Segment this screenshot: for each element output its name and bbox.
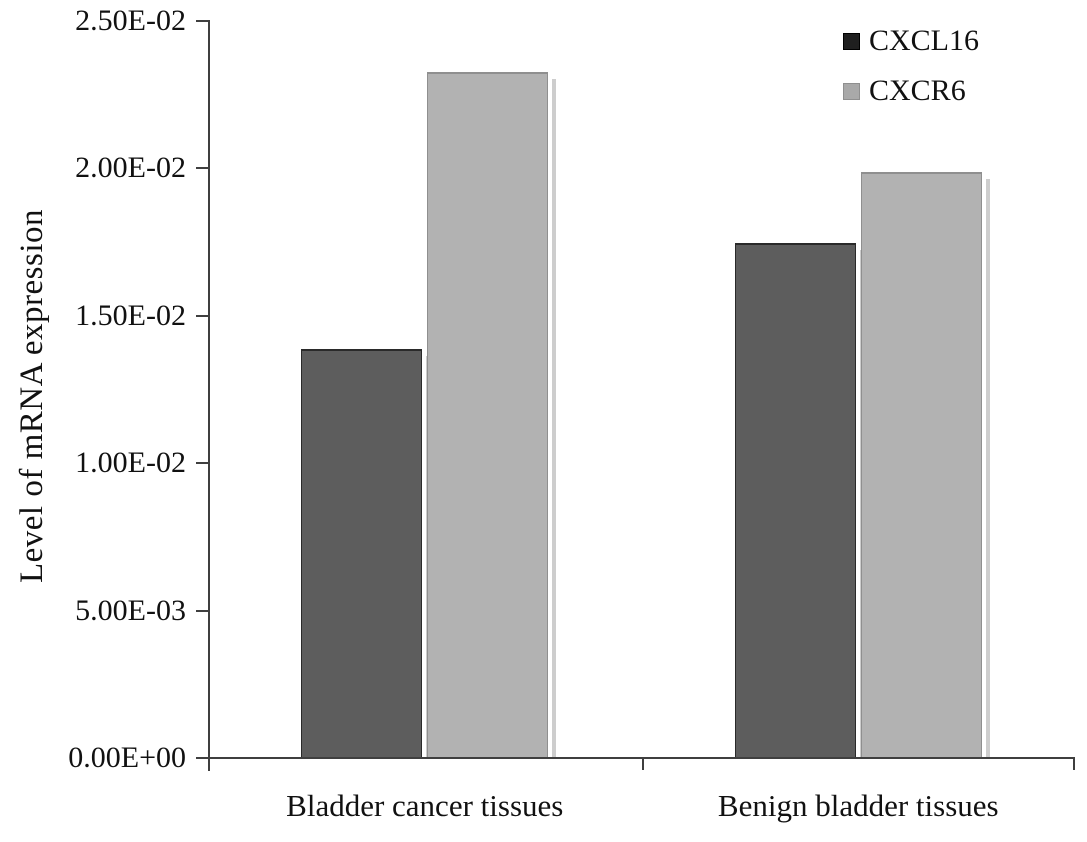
y-tick-label: 5.00E-03 [75,593,186,627]
y-tick-label: 1.00E-02 [75,446,186,480]
legend-label-cxcl16: CXCL16 [869,24,980,57]
x-axis-line [208,757,1075,759]
bar-cxcr6-bladder-cancer-tissues [427,72,557,759]
legend-item-cxcl16: CXCL16 [843,24,979,58]
category-label-benign-bladder-tissues: Benign bladder tissues [717,788,999,823]
y-tick-mark [196,314,208,317]
y-tick-mark [196,462,208,465]
y-tick-mark [196,609,208,612]
bar-cxcl16-benign-bladder-tissues [734,243,864,759]
y-tick-label: 2.00E-02 [75,151,186,185]
y-tick-label: 0.00E+00 [68,741,186,774]
legend-label-cxcr6: CXCR6 [869,74,966,107]
legend-swatch-cxcl16 [843,32,860,50]
x-tick-mark [1073,758,1075,770]
legend-swatch-cxcr6 [843,82,860,100]
y-tick-label: 1.50E-02 [75,298,186,332]
bar-cxcl16-bladder-cancer-tissues [301,349,431,759]
bar-cxcr6-benign-bladder-tissues [860,172,990,759]
y-tick-mark [196,167,208,170]
category-label-bladder-cancer-tissues: Bladder cancer tissues [286,788,564,823]
legend: CXCL16 CXCR6 [843,24,979,124]
y-tick-mark [196,20,208,22]
y-tick-label: 2.50E-02 [75,4,186,37]
y-axis-title: Level of mRNA expression [14,208,50,584]
y-tick-mark [196,757,208,759]
x-tick-mark [641,758,644,770]
y-axis-line [208,20,210,771]
legend-item-cxcr6: CXCR6 [843,74,979,108]
